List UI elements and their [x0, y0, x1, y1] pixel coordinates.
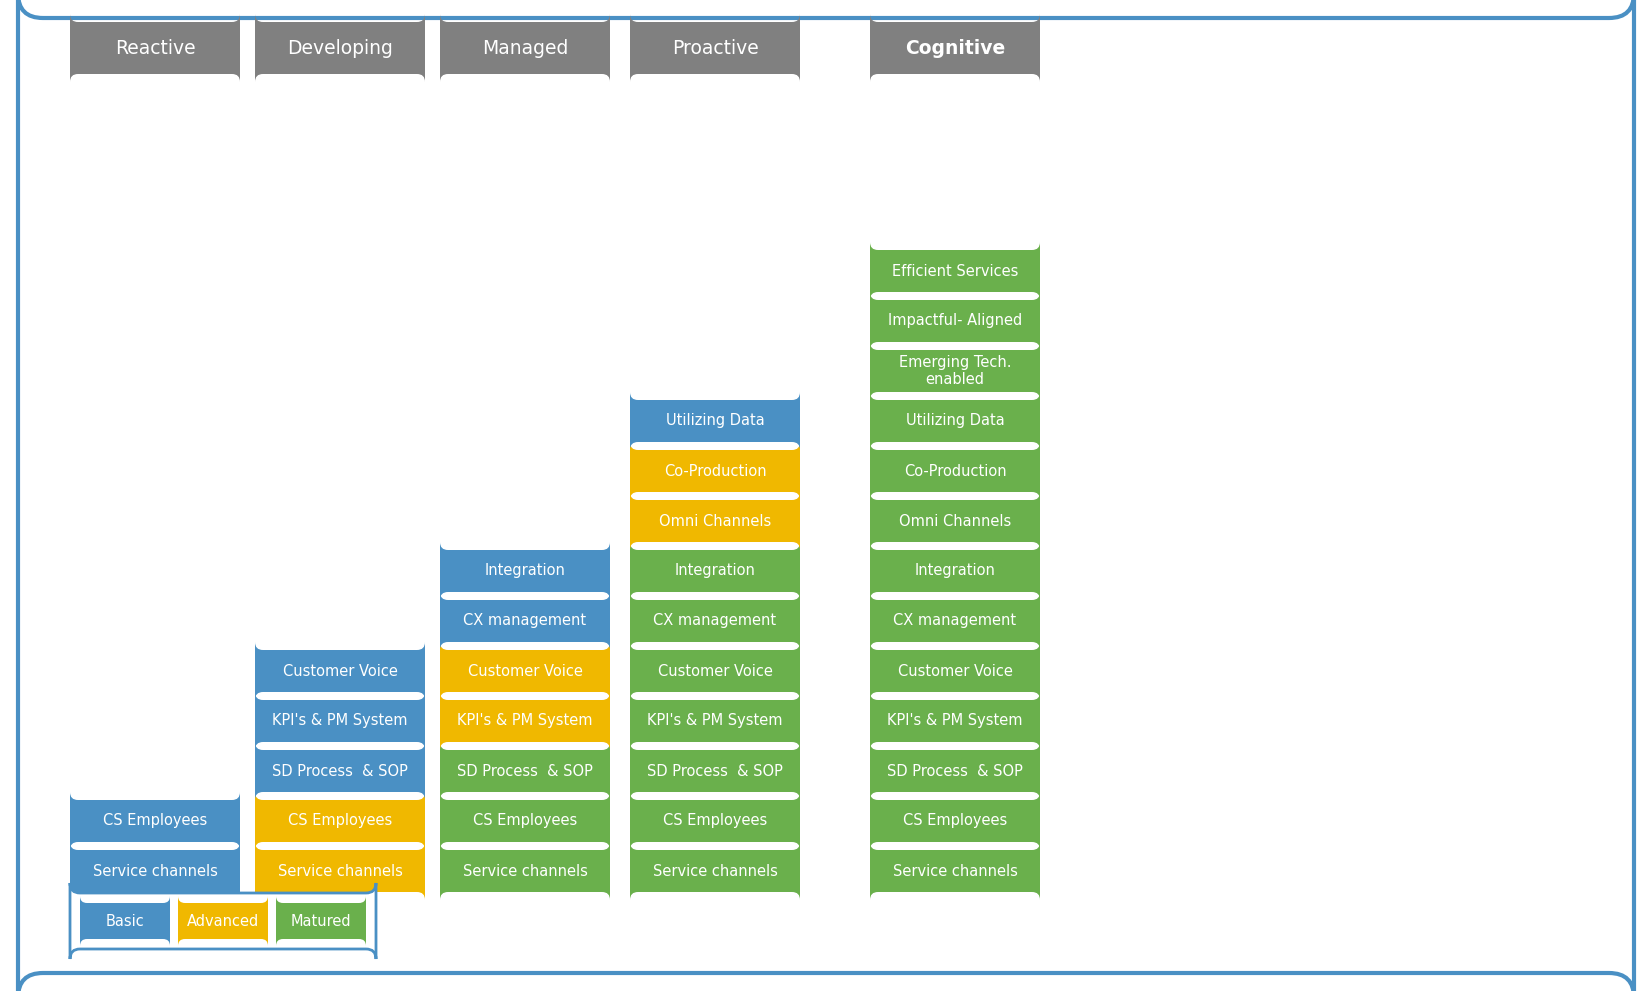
Text: Co-Production: Co-Production — [664, 464, 767, 479]
Text: Customer Voice: Customer Voice — [468, 664, 583, 679]
Text: Managed: Managed — [482, 39, 568, 57]
FancyBboxPatch shape — [254, 792, 425, 850]
Text: CX management: CX management — [654, 613, 776, 628]
FancyBboxPatch shape — [69, 883, 377, 959]
FancyBboxPatch shape — [439, 742, 610, 800]
FancyBboxPatch shape — [871, 592, 1041, 650]
FancyBboxPatch shape — [629, 742, 800, 800]
FancyBboxPatch shape — [439, 692, 610, 750]
FancyBboxPatch shape — [254, 14, 425, 82]
Text: Proactive: Proactive — [672, 39, 758, 57]
FancyBboxPatch shape — [439, 642, 610, 700]
FancyBboxPatch shape — [254, 842, 425, 900]
FancyBboxPatch shape — [629, 642, 800, 700]
Text: KPI's & PM System: KPI's & PM System — [273, 714, 408, 728]
FancyBboxPatch shape — [871, 642, 1041, 700]
Text: CS Employees: CS Employees — [662, 814, 767, 828]
Text: Service channels: Service channels — [278, 863, 403, 878]
Text: Customer Voice: Customer Voice — [282, 664, 398, 679]
Text: SD Process  & SOP: SD Process & SOP — [648, 763, 783, 779]
FancyBboxPatch shape — [629, 442, 800, 500]
Text: CS Employees: CS Employees — [472, 814, 577, 828]
FancyBboxPatch shape — [629, 14, 800, 82]
FancyBboxPatch shape — [871, 742, 1041, 800]
FancyBboxPatch shape — [439, 592, 610, 650]
Text: Integration: Integration — [674, 564, 755, 579]
Text: Integration: Integration — [915, 564, 996, 579]
FancyBboxPatch shape — [439, 14, 610, 82]
Text: Cognitive: Cognitive — [905, 39, 1004, 57]
Text: KPI's & PM System: KPI's & PM System — [458, 714, 593, 728]
FancyBboxPatch shape — [276, 896, 367, 946]
Text: KPI's & PM System: KPI's & PM System — [887, 714, 1023, 728]
FancyBboxPatch shape — [629, 842, 800, 900]
Text: Omni Channels: Omni Channels — [899, 513, 1011, 528]
FancyBboxPatch shape — [69, 842, 240, 900]
Text: CS Employees: CS Employees — [904, 814, 1008, 828]
Text: SD Process  & SOP: SD Process & SOP — [273, 763, 408, 779]
FancyBboxPatch shape — [69, 14, 240, 82]
Text: Integration: Integration — [484, 564, 565, 579]
Text: Developing: Developing — [287, 39, 393, 57]
FancyBboxPatch shape — [871, 442, 1041, 500]
Text: Reactive: Reactive — [114, 39, 195, 57]
Text: Co-Production: Co-Production — [904, 464, 1006, 479]
FancyBboxPatch shape — [629, 792, 800, 850]
FancyBboxPatch shape — [439, 792, 610, 850]
Text: Service channels: Service channels — [463, 863, 588, 878]
Text: Utilizing Data: Utilizing Data — [905, 413, 1004, 428]
FancyBboxPatch shape — [871, 792, 1041, 850]
FancyBboxPatch shape — [18, 0, 1634, 991]
FancyBboxPatch shape — [254, 742, 425, 800]
Text: Omni Channels: Omni Channels — [659, 513, 771, 528]
Text: Efficient Services: Efficient Services — [892, 264, 1018, 278]
Text: KPI's & PM System: KPI's & PM System — [648, 714, 783, 728]
Text: Service channels: Service channels — [93, 863, 218, 878]
FancyBboxPatch shape — [439, 842, 610, 900]
FancyBboxPatch shape — [629, 592, 800, 650]
Text: SD Process  & SOP: SD Process & SOP — [458, 763, 593, 779]
Text: Advanced: Advanced — [187, 914, 259, 929]
Text: SD Process  & SOP: SD Process & SOP — [887, 763, 1023, 779]
FancyBboxPatch shape — [629, 392, 800, 450]
FancyBboxPatch shape — [871, 692, 1041, 750]
FancyBboxPatch shape — [871, 292, 1041, 350]
FancyBboxPatch shape — [629, 692, 800, 750]
FancyBboxPatch shape — [629, 542, 800, 600]
Text: Service channels: Service channels — [892, 863, 1018, 878]
FancyBboxPatch shape — [871, 392, 1041, 450]
FancyBboxPatch shape — [871, 342, 1041, 400]
Text: Impactful- Aligned: Impactful- Aligned — [887, 313, 1023, 328]
Text: CX management: CX management — [464, 613, 586, 628]
FancyBboxPatch shape — [79, 896, 170, 946]
Text: CS Employees: CS Employees — [287, 814, 392, 828]
FancyBboxPatch shape — [254, 642, 425, 700]
FancyBboxPatch shape — [871, 842, 1041, 900]
Text: Customer Voice: Customer Voice — [897, 664, 1013, 679]
FancyBboxPatch shape — [871, 492, 1041, 550]
Text: Utilizing Data: Utilizing Data — [666, 413, 765, 428]
FancyBboxPatch shape — [178, 896, 268, 946]
Text: Basic: Basic — [106, 914, 144, 929]
Text: CX management: CX management — [894, 613, 1016, 628]
FancyBboxPatch shape — [871, 542, 1041, 600]
FancyBboxPatch shape — [629, 492, 800, 550]
Text: Customer Voice: Customer Voice — [657, 664, 773, 679]
FancyBboxPatch shape — [871, 14, 1041, 82]
FancyBboxPatch shape — [69, 792, 240, 850]
FancyBboxPatch shape — [254, 692, 425, 750]
FancyBboxPatch shape — [871, 242, 1041, 300]
Text: CS Employees: CS Employees — [102, 814, 206, 828]
Text: Matured: Matured — [291, 914, 352, 929]
Text: Emerging Tech.
enabled: Emerging Tech. enabled — [899, 355, 1011, 387]
FancyBboxPatch shape — [439, 542, 610, 600]
Text: Service channels: Service channels — [653, 863, 778, 878]
